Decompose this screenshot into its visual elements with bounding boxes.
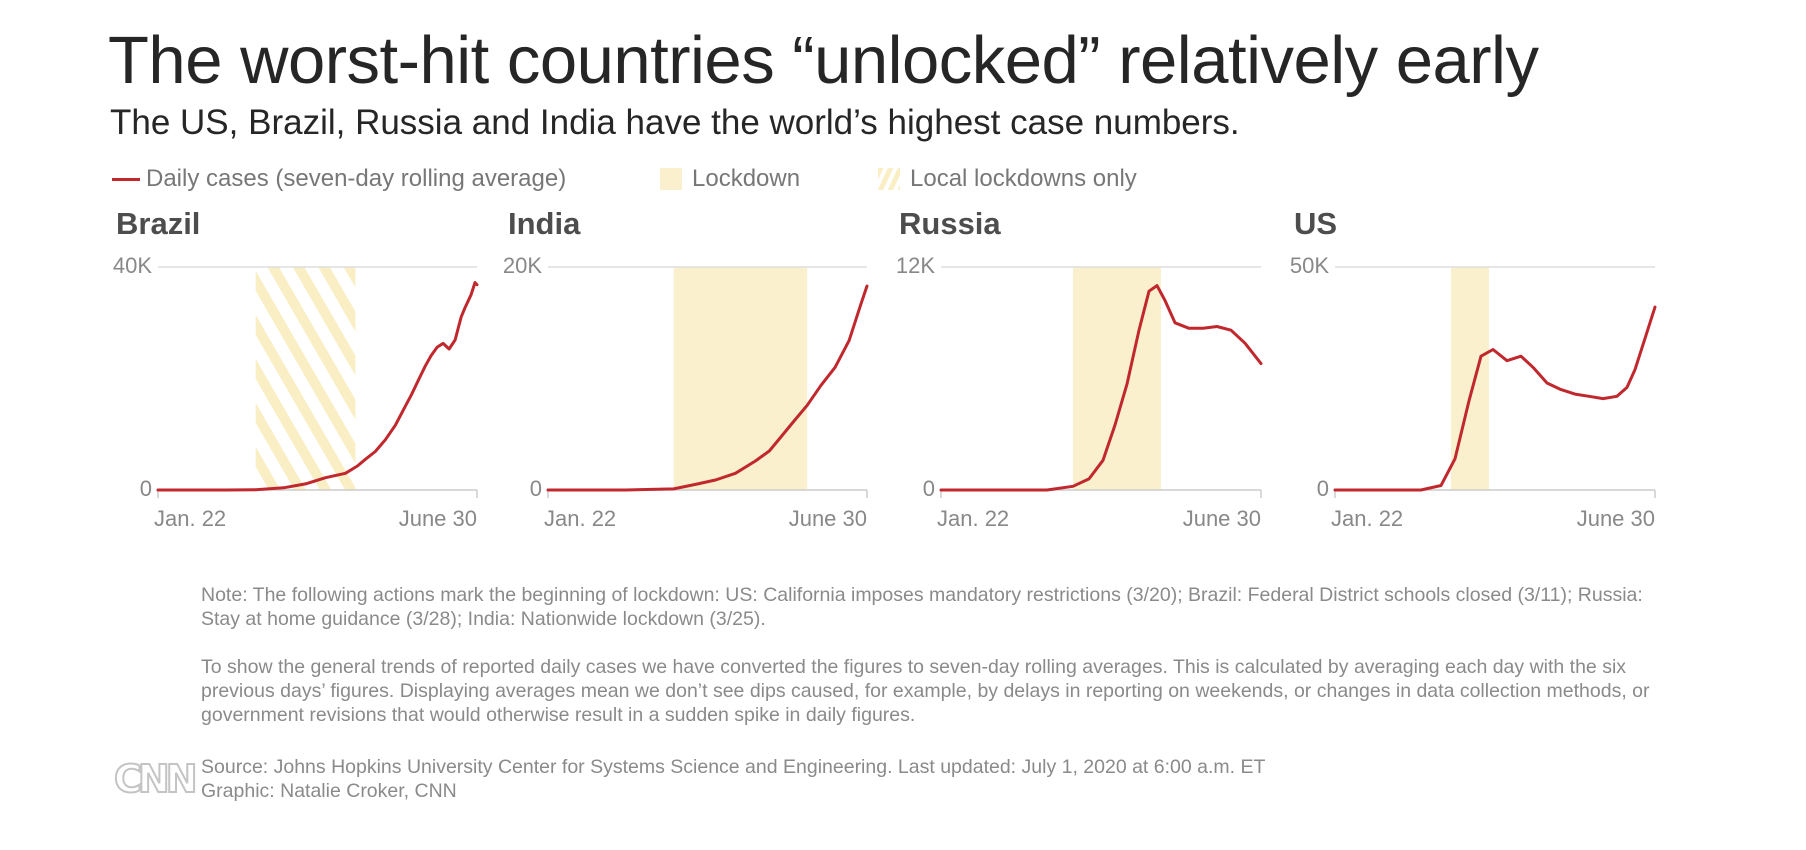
cnn-logo: CNN [113,756,198,802]
credit-line: Graphic: Natalie Croker, CNN [201,780,457,802]
local-lockdown-band [255,267,356,490]
source-line: Source: Johns Hopkins University Center … [201,756,1266,778]
chart-panel-brazil: Brazil 0 40K Jan. 22 June 30 [113,206,479,531]
legend-item-daily-cases: Daily cases (seven-day rolling average) [112,164,566,194]
x-tick-label: Jan. 22 [544,506,616,531]
x-tick-label: June 30 [1577,506,1655,531]
panel-title: Brazil [116,206,200,241]
panel-title: US [1294,206,1337,241]
x-tick-label: June 30 [789,506,867,531]
x-tick-label: June 30 [399,506,477,531]
y-tick-label: 50K [1290,253,1329,278]
x-tick-label: Jan. 22 [1331,506,1403,531]
legend-hatch-swatch [878,168,900,190]
chart-panel-us: US 0 50K Jan. 22 June 30 [1290,206,1657,531]
chart-panel-russia: Russia 0 12K Jan. 22 June 30 [896,206,1263,531]
x-tick-label: June 30 [1183,506,1261,531]
y-tick-label: 20K [503,253,542,278]
series-line-daily-cases [1333,305,1657,492]
averages-note: To show the general trends of reported d… [201,656,1650,726]
panel-title: India [508,206,581,241]
small-multiples-charts: Brazil 0 40K Jan. 22 June 30 India 0 20K Jan. 22… [113,206,1657,531]
lockdown-band [673,267,808,490]
legend-item-local-lockdowns: Local lockdowns only [878,164,1137,194]
x-tick-label: Jan. 22 [154,506,226,531]
page-title: The worst-hit countries “unlocked” relat… [108,23,1539,98]
x-tick-label: Jan. 22 [937,506,1009,531]
series-line-daily-cases [939,284,1263,492]
legend-label-lockdown: Lockdown [692,165,801,192]
legend-label-local-lockdowns: Local lockdowns only [910,165,1137,192]
page-subtitle: The US, Brazil, Russia and India have th… [110,103,1240,142]
source-block: Source: Johns Hopkins University Center … [201,755,1681,803]
legend-item-lockdown: Lockdown [660,164,800,194]
y-tick-label: 0 [140,476,152,501]
legend-line-swatch [112,177,140,181]
y-tick-label: 40K [113,253,152,278]
legend-lockdown-swatch [660,168,682,190]
series-line-daily-cases [156,281,479,492]
panel-title: Russia [899,206,1001,241]
y-tick-label: 0 [1317,476,1329,501]
chart-panel-india: India 0 20K Jan. 22 June 30 [503,206,869,531]
lockdown-note: Note: The following actions mark the beg… [201,584,1643,630]
y-tick-label: 0 [530,476,542,501]
y-tick-label: 12K [896,253,935,278]
legend-label-daily-cases: Daily cases (seven-day rolling average) [146,165,567,192]
y-tick-label: 0 [923,476,935,501]
series-line-daily-cases [546,284,869,492]
